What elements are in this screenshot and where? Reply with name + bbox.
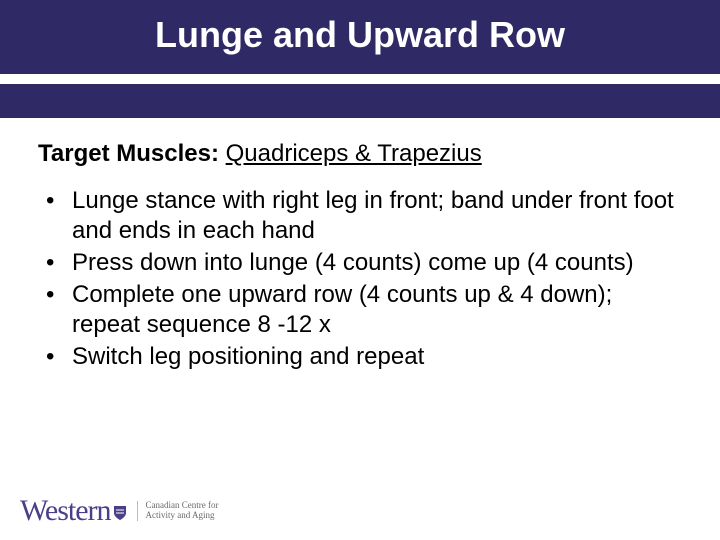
target-value: Quadriceps & Trapezius <box>226 140 482 167</box>
western-logo: Western <box>20 494 127 528</box>
list-item: Lunge stance with right leg in front; ba… <box>38 186 682 246</box>
shield-icon <box>113 505 127 521</box>
footer: Western Canadian Centre for Activity and… <box>20 494 219 528</box>
slide: Lunge and Upward Row Target Muscles: Qua… <box>0 0 720 540</box>
bullet-list: Lunge stance with right leg in front; ba… <box>38 186 682 372</box>
list-item: Press down into lunge (4 counts) come up… <box>38 248 682 278</box>
title-band: Lunge and Upward Row <box>0 0 720 74</box>
content-area: Target Muscles: Quadriceps & Trapezius L… <box>0 118 720 372</box>
footer-subtitle: Canadian Centre for Activity and Aging <box>137 501 219 521</box>
target-muscles-line: Target Muscles: Quadriceps & Trapezius <box>38 140 682 168</box>
list-item: Complete one upward row (4 counts up & 4… <box>38 280 682 340</box>
logo-text: Western <box>20 494 111 527</box>
slide-title: Lunge and Upward Row <box>0 14 720 56</box>
footer-sub-line1: Canadian Centre for <box>146 500 219 510</box>
sub-band <box>0 84 720 118</box>
footer-sub-line2: Activity and Aging <box>146 510 215 520</box>
list-item: Switch leg positioning and repeat <box>38 342 682 372</box>
target-label: Target Muscles: <box>38 140 219 167</box>
